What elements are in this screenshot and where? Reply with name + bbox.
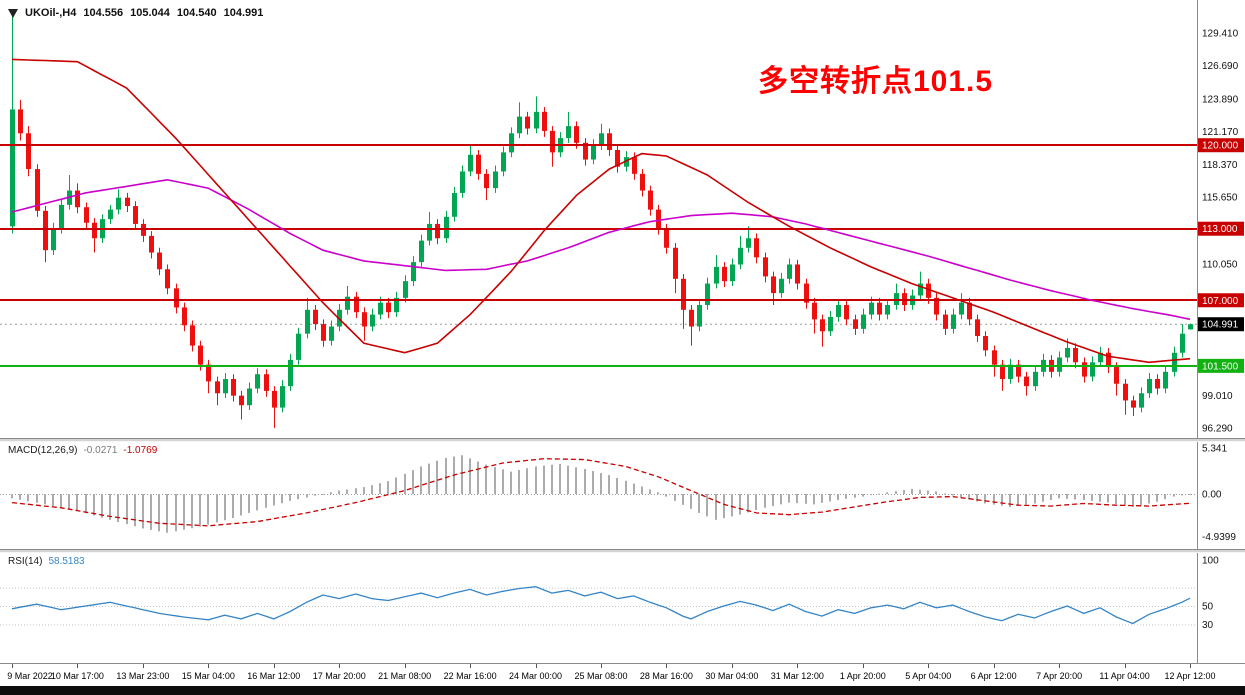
time-label: 25 Mar 08:00 bbox=[574, 671, 627, 681]
rsi-axis-label: 50 bbox=[1202, 602, 1214, 613]
time-label: 28 Mar 16:00 bbox=[640, 671, 693, 681]
time-label: 11 Apr 04:00 bbox=[1099, 671, 1149, 681]
macd-axis-label: -4.9399 bbox=[1202, 532, 1236, 543]
time-label: 13 Mar 23:00 bbox=[116, 671, 169, 681]
time-label: 24 Mar 00:00 bbox=[509, 671, 562, 681]
rsi-name: RSI(14) bbox=[8, 556, 43, 567]
time-label: 31 Mar 12:00 bbox=[771, 671, 824, 681]
price-axis-label: 110.050 bbox=[1202, 259, 1238, 270]
ohlc-open: 104.556 bbox=[83, 7, 124, 19]
panel-splitter-macd[interactable] bbox=[0, 438, 1245, 442]
time-label: 10 Mar 17:00 bbox=[51, 671, 104, 681]
rsi-label: RSI(14) 58.5183 bbox=[8, 556, 91, 567]
rsi-axis-label: 30 bbox=[1202, 620, 1214, 631]
svg-text:107.000: 107.000 bbox=[1202, 296, 1239, 307]
price-axis-label: 118.370 bbox=[1202, 160, 1238, 171]
rsi-value: 58.5183 bbox=[48, 556, 85, 567]
price-axis-label: 115.650 bbox=[1202, 193, 1238, 204]
time-axis[interactable]: 9 Mar 2022 10 Mar 17:00 13 Mar 23:00 15 Mar… bbox=[0, 663, 1245, 686]
macd-main-value: -0.0271 bbox=[83, 445, 118, 456]
one-click-trading-icon[interactable] bbox=[8, 8, 18, 18]
price-axis-label: 126.690 bbox=[1202, 61, 1239, 72]
price-chart-panel[interactable]: 129.410 126.690 123.890 121.170 118.370 115.6… bbox=[0, 0, 1245, 438]
ohlc-high: 105.044 bbox=[130, 7, 170, 19]
bottom-bar bbox=[0, 686, 1245, 695]
price-axis-label: 123.890 bbox=[1202, 94, 1239, 105]
price-axis-label: 96.290 bbox=[1202, 423, 1233, 434]
panel-splitter-rsi[interactable] bbox=[0, 549, 1245, 553]
time-label: 9 Mar 2022 bbox=[7, 671, 53, 681]
macd-signal-line bbox=[11, 458, 1191, 527]
time-label: 16 Mar 12:00 bbox=[247, 671, 300, 681]
ohlc-close: 104.991 bbox=[223, 7, 264, 19]
price-axis-label: 121.170 bbox=[1202, 127, 1239, 138]
macd-panel[interactable]: 5.341 0.00 -4.9399 MACD(12,26,9) -0.0271 -1.… bbox=[0, 442, 1245, 549]
svg-text:113.000: 113.000 bbox=[1202, 224, 1238, 235]
price-badge: 120.000 bbox=[1198, 138, 1244, 153]
time-label: 12 Apr 12:00 bbox=[1164, 671, 1215, 681]
svg-text:120.000: 120.000 bbox=[1202, 141, 1239, 152]
time-label: 1 Apr 20:00 bbox=[840, 671, 886, 681]
ma-red-line bbox=[11, 58, 1191, 364]
time-label: 17 Mar 20:00 bbox=[313, 671, 366, 681]
rsi-panel[interactable]: 100 50 30 RSI(14) 58.5183 bbox=[0, 553, 1245, 663]
svg-text:101.500: 101.500 bbox=[1202, 361, 1239, 372]
macd-canvas[interactable]: 5.341 0.00 -4.9399 bbox=[0, 442, 1245, 549]
time-label: 6 Apr 12:00 bbox=[971, 671, 1017, 681]
time-label: 30 Mar 04:00 bbox=[705, 671, 758, 681]
macd-axis-label: 0.00 bbox=[1202, 490, 1222, 501]
time-label: 5 Apr 04:00 bbox=[905, 671, 951, 681]
time-label: 22 Mar 16:00 bbox=[444, 671, 497, 681]
rsi-axis-label: 100 bbox=[1202, 556, 1219, 567]
price-axis-label: 129.410 bbox=[1202, 29, 1239, 40]
ma-magenta-line bbox=[11, 178, 1191, 321]
price-axis-label: 99.010 bbox=[1202, 391, 1233, 402]
svg-text:104.991: 104.991 bbox=[1202, 320, 1239, 331]
rsi-canvas[interactable]: 100 50 30 bbox=[0, 553, 1245, 663]
time-label: 7 Apr 20:00 bbox=[1036, 671, 1082, 681]
time-label: 15 Mar 04:00 bbox=[182, 671, 235, 681]
symbol-timeframe: UKOil-,H4 bbox=[25, 7, 77, 19]
macd-label: MACD(12,26,9) -0.0271 -1.0769 bbox=[8, 445, 163, 456]
price-badge: 107.000 bbox=[1198, 293, 1244, 308]
annotation-text-object[interactable]: 多空转折点101.5 bbox=[758, 65, 994, 98]
price-badge: 113.000 bbox=[1198, 221, 1244, 236]
rsi-line bbox=[11, 586, 1191, 625]
macd-axis-label: 5.341 bbox=[1202, 444, 1227, 455]
symbol-ohlc-label: UKOil-,H4 104.556 105.044 104.540 104.991 bbox=[8, 7, 263, 19]
price-chart-canvas[interactable]: 129.410 126.690 123.890 121.170 118.370 115.6… bbox=[0, 0, 1245, 438]
price-badge: 104.991 bbox=[1198, 317, 1244, 332]
time-label: 21 Mar 08:00 bbox=[378, 671, 431, 681]
ohlc-low: 104.540 bbox=[176, 7, 217, 19]
macd-name: MACD(12,26,9) bbox=[8, 445, 78, 456]
macd-signal-value: -1.0769 bbox=[123, 445, 158, 456]
price-badge: 101.500 bbox=[1198, 358, 1244, 373]
